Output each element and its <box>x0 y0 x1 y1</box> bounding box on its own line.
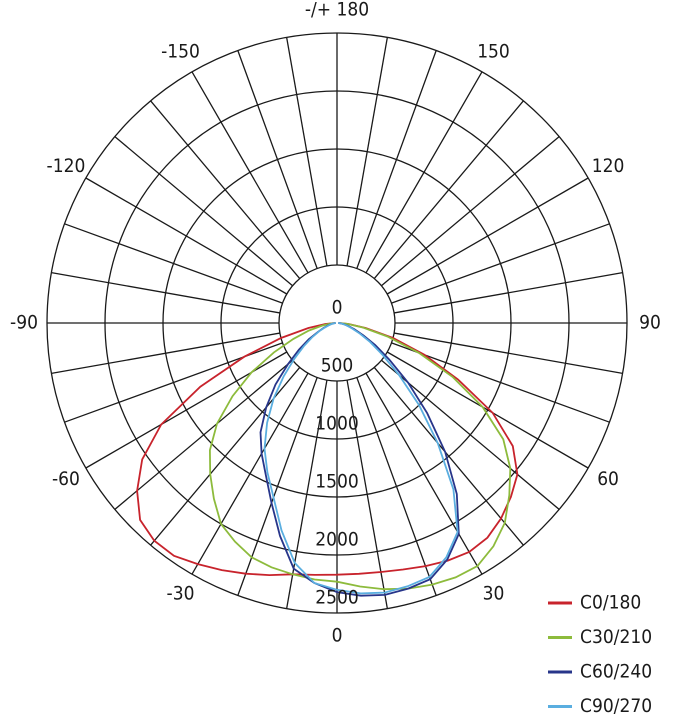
angle-tick-label: 60 <box>597 468 619 490</box>
angle-tick-label: -30 <box>167 583 195 605</box>
radial-grid-ring <box>46 32 628 614</box>
angle-tick-label: 0 <box>332 625 343 647</box>
radial-tick-label: 1000 <box>315 413 359 435</box>
angle-tick-label: 90 <box>639 312 661 334</box>
radial-grid-ring <box>104 90 570 556</box>
intensity-curve <box>263 322 459 595</box>
angle-tick-label: -90 <box>10 312 38 334</box>
legend-label: C0/180 <box>580 592 641 614</box>
angle-tick-label: 30 <box>483 583 505 605</box>
angle-tick-label: 120 <box>592 155 625 177</box>
angle-tick-label: 150 <box>477 40 510 62</box>
radial-tick-label: 500 <box>321 355 354 377</box>
radial-tick-label: 0 <box>332 297 343 319</box>
angle-tick-label: -/+ 180 <box>305 0 369 21</box>
intensity-curve <box>208 322 512 591</box>
radial-grid-ring <box>278 264 396 382</box>
angle-tick-label: -150 <box>161 40 200 62</box>
legend-label: C30/210 <box>580 626 652 648</box>
radial-grid-ring <box>220 206 454 440</box>
legend-label: C60/240 <box>580 661 652 683</box>
radial-tick-label: 1500 <box>315 471 359 493</box>
angle-tick-label: -120 <box>47 155 86 177</box>
legend-label: C90/270 <box>580 695 652 717</box>
intensity-curve <box>259 322 460 597</box>
radial-tick-label: 2000 <box>315 529 359 551</box>
angle-tick-label: -60 <box>52 468 80 490</box>
intensity-curve <box>136 322 519 577</box>
series <box>136 322 519 597</box>
grid <box>46 32 628 614</box>
radial-grid-ring <box>162 148 512 498</box>
radial-tick-label: 2500 <box>315 587 359 609</box>
